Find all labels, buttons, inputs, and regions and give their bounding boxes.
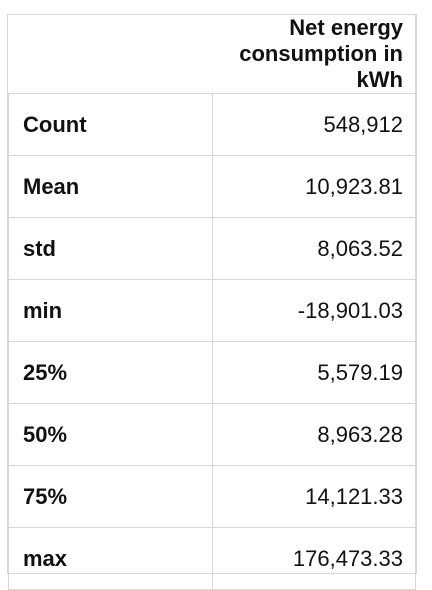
row-value: 8,063.52 (211, 217, 416, 280)
row-value: -18,901.03 (211, 279, 416, 342)
row-value: 8,963.28 (211, 403, 416, 466)
row-label: std (8, 217, 213, 280)
column-header: Net energy consumption in kWh (212, 15, 416, 94)
row-label: 75% (8, 465, 213, 528)
table-row: 50% 8,963.28 (8, 403, 416, 466)
statistics-table-container: Net energy consumption in kWh Count 548,… (7, 14, 417, 590)
row-label: 50% (8, 403, 213, 466)
table-row: 25% 5,579.19 (8, 341, 416, 404)
row-label: Count (8, 93, 213, 156)
statistics-table: Net energy consumption in kWh Count 548,… (8, 15, 416, 590)
row-value: 10,923.81 (211, 155, 416, 218)
table-row: min -18,901.03 (8, 279, 416, 342)
row-label: Mean (8, 155, 213, 218)
row-value: 5,579.19 (211, 341, 416, 404)
table-row: Count 548,912 (8, 93, 416, 156)
row-value: 14,121.33 (211, 465, 416, 528)
table-header-row: Net energy consumption in kWh (8, 15, 416, 94)
row-label: 25% (8, 341, 213, 404)
table-row: 75% 14,121.33 (8, 465, 416, 528)
row-label: min (8, 279, 213, 342)
table-corner-cell (8, 15, 212, 94)
row-label: max (8, 527, 213, 590)
table-row: Mean 10,923.81 (8, 155, 416, 218)
row-value: 176,473.33 (211, 527, 416, 590)
table-row: max 176,473.33 (8, 527, 416, 590)
row-value: 548,912 (211, 93, 416, 156)
table-row: std 8,063.52 (8, 217, 416, 280)
